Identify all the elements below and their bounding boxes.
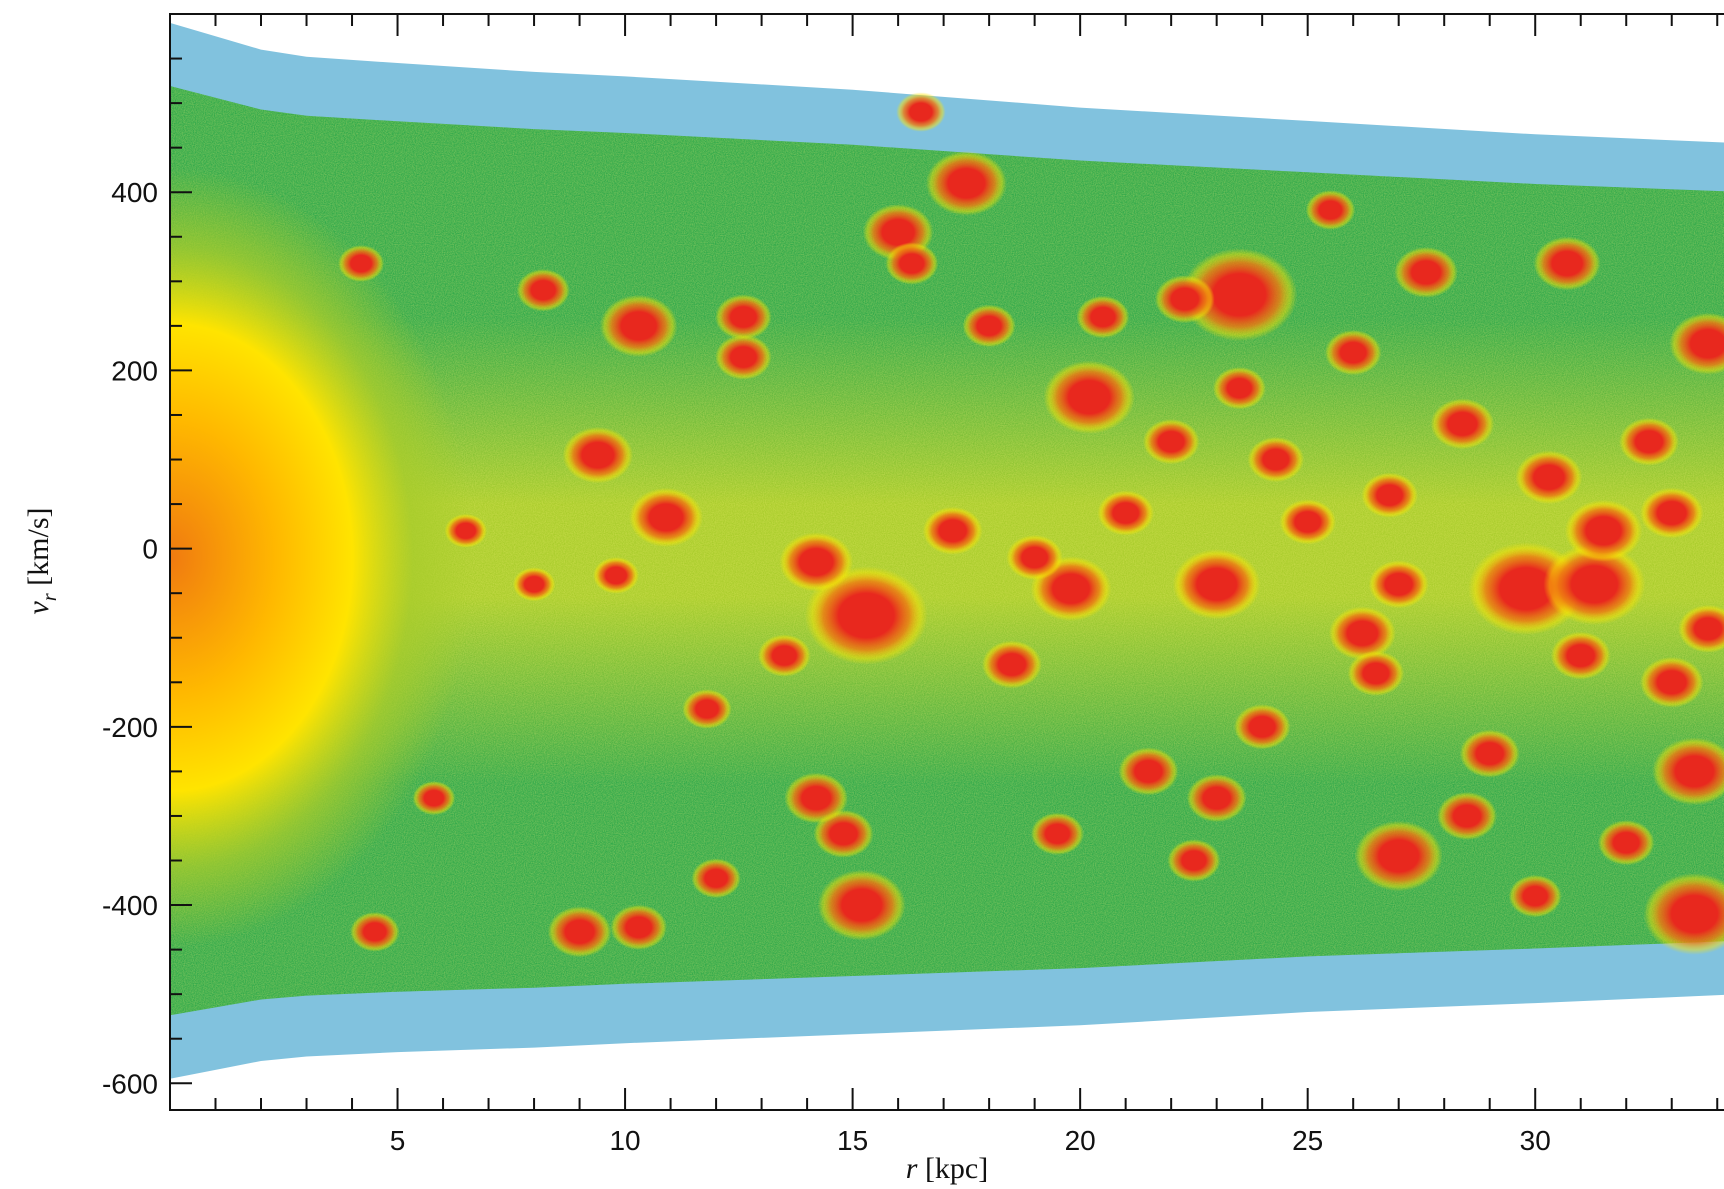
- subhalo-marker: [1459, 729, 1520, 778]
- subhalo-marker: [1508, 874, 1562, 918]
- y-tick-label: 0: [142, 534, 158, 565]
- subhalo-marker: [1533, 236, 1601, 291]
- subhalo-marker: [1550, 631, 1611, 680]
- subhalo-marker: [1669, 312, 1724, 375]
- subhalo-marker: [629, 487, 703, 547]
- subhalo-marker: [1154, 275, 1215, 324]
- y-tick-label: -400: [102, 890, 158, 921]
- axis-ticks: [170, 14, 1719, 1110]
- subhalo-marker: [1233, 704, 1291, 750]
- subhalo-marker: [1043, 360, 1135, 434]
- subhalo-marker: [1172, 549, 1261, 620]
- subhalo-marker: [1030, 812, 1084, 855]
- subhalo-marker: [1076, 295, 1130, 339]
- subhalo-marker: [562, 426, 634, 484]
- subhalo-marker: [1678, 604, 1724, 653]
- subhalo-marker: [962, 304, 1016, 348]
- subhalo-marker: [1305, 190, 1356, 230]
- subhalo-marker: [691, 858, 741, 899]
- subhalo-marker: [1186, 774, 1247, 823]
- subhalo-marker: [981, 640, 1042, 689]
- plot-frame: [169, 13, 1724, 1111]
- subhalo-marker: [1543, 543, 1646, 626]
- y-axis-tick-labels: 400 200 0 -200 -400 -600: [102, 177, 158, 1099]
- x-tick-label: 30: [1520, 1125, 1551, 1156]
- subhalo-marker: [715, 294, 772, 340]
- subhalo-marker: [1368, 560, 1429, 609]
- subhalo-marker: [1347, 650, 1405, 697]
- subhalo-marker: [817, 869, 906, 941]
- subhalo-marker: [804, 566, 928, 665]
- subhalo-marker: [813, 809, 874, 858]
- subhalo-markers: [338, 92, 1724, 958]
- subhalo-marker: [350, 912, 400, 952]
- subhalo-marker: [512, 567, 556, 602]
- x-tick-label: 5: [390, 1125, 406, 1156]
- subhalo-marker: [444, 513, 488, 548]
- subhalo-marker: [1212, 367, 1266, 410]
- subhalo-marker: [1394, 247, 1458, 298]
- subhalo-marker: [1597, 820, 1655, 866]
- subhalo-marker: [1324, 330, 1382, 376]
- subhalo-marker: [412, 781, 456, 816]
- subhalo-marker: [1167, 839, 1221, 882]
- x-tick-label: 10: [609, 1125, 640, 1156]
- subhalo-marker: [1006, 534, 1063, 581]
- subhalo-marker: [610, 904, 667, 950]
- subhalo-marker: [1354, 820, 1443, 892]
- y-tick-label: -600: [102, 1068, 158, 1099]
- y-axis-label: vr [km/s]: [22, 508, 61, 615]
- subhalo-marker: [599, 294, 678, 357]
- subhalo-marker: [1437, 792, 1497, 840]
- y-tick-label: -200: [102, 712, 158, 743]
- subhalo-marker: [1247, 436, 1305, 483]
- x-tick-label: 20: [1065, 1125, 1096, 1156]
- subhalo-marker: [1430, 398, 1495, 450]
- subhalo-marker: [1619, 417, 1679, 466]
- subhalo-marker: [1652, 737, 1724, 806]
- subhalo-marker: [1118, 747, 1179, 796]
- x-axis-label: r [kpc]: [906, 1152, 988, 1185]
- subhalo-marker: [1097, 490, 1154, 536]
- subhalo-marker: [1328, 606, 1396, 661]
- subhalo-marker: [1564, 499, 1643, 562]
- subhalo-marker: [922, 506, 983, 555]
- subhalo-marker: [896, 92, 946, 132]
- subhalo-marker: [1639, 487, 1704, 539]
- subhalo-marker: [1361, 472, 1418, 518]
- x-tick-label: 15: [837, 1125, 868, 1156]
- plot-area: [170, 22, 1724, 1079]
- y-tick-label: 200: [111, 355, 158, 386]
- subhalo-marker: [784, 772, 848, 824]
- subhalo-marker: [593, 557, 639, 594]
- subhalo-marker: [1515, 450, 1583, 505]
- subhalo-marker: [757, 634, 811, 677]
- subhalo-marker: [338, 245, 385, 282]
- subhalo-marker: [547, 906, 612, 958]
- subhalo-marker: [1142, 419, 1200, 465]
- subhalo-marker: [1639, 656, 1704, 708]
- central-density-core: [170, 168, 474, 947]
- subhalo-marker: [885, 242, 939, 285]
- subhalo-marker: [682, 689, 732, 729]
- x-axis-tick-labels: 5 10 15 20 25 30: [390, 1125, 1551, 1156]
- x-tick-label: 25: [1292, 1125, 1323, 1156]
- subhalo-marker: [715, 334, 772, 380]
- subhalo-marker: [1181, 248, 1298, 342]
- subhalo-marker: [925, 150, 1007, 216]
- subhalo-marker: [779, 532, 854, 592]
- y-tick-label: 400: [111, 177, 158, 208]
- subhalo-marker: [516, 269, 570, 312]
- subhalo-marker: [1643, 873, 1724, 955]
- subhalo-marker: [1279, 499, 1336, 545]
